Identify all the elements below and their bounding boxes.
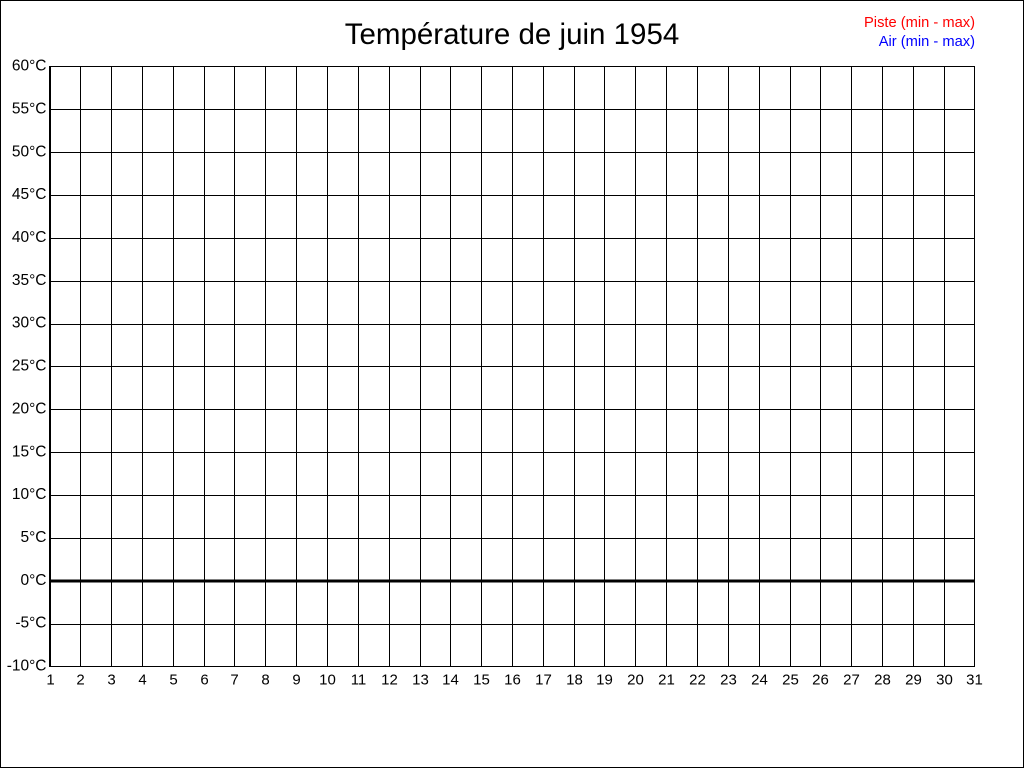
svg-text:25°C: 25°C <box>12 358 47 375</box>
svg-text:7: 7 <box>230 672 238 689</box>
svg-text:0°C: 0°C <box>20 572 46 589</box>
svg-text:55°C: 55°C <box>12 100 47 117</box>
svg-text:1: 1 <box>46 672 54 689</box>
svg-text:20°C: 20°C <box>12 400 47 417</box>
svg-text:16: 16 <box>504 672 521 689</box>
svg-text:12: 12 <box>381 672 398 689</box>
svg-text:8: 8 <box>261 672 269 689</box>
svg-text:15: 15 <box>473 672 490 689</box>
svg-text:5°C: 5°C <box>20 529 46 546</box>
svg-text:60°C: 60°C <box>12 58 47 75</box>
svg-text:11: 11 <box>351 672 367 689</box>
svg-text:18: 18 <box>566 672 583 689</box>
svg-text:20: 20 <box>627 672 644 689</box>
svg-text:50°C: 50°C <box>12 143 47 160</box>
svg-text:10: 10 <box>319 672 336 689</box>
svg-text:2: 2 <box>76 672 84 689</box>
svg-text:6: 6 <box>200 672 208 689</box>
svg-text:4: 4 <box>138 672 146 689</box>
svg-text:9: 9 <box>292 672 300 689</box>
svg-text:15°C: 15°C <box>12 443 47 460</box>
svg-text:23: 23 <box>720 672 737 689</box>
svg-text:19: 19 <box>596 672 613 689</box>
svg-text:3: 3 <box>107 672 115 689</box>
svg-text:28: 28 <box>874 672 891 689</box>
svg-text:40°C: 40°C <box>12 229 47 246</box>
svg-text:22: 22 <box>689 672 706 689</box>
svg-text:25: 25 <box>782 672 799 689</box>
svg-text:10°C: 10°C <box>12 486 47 503</box>
svg-text:30: 30 <box>936 672 953 689</box>
svg-text:24: 24 <box>751 672 768 689</box>
svg-text:45°C: 45°C <box>12 186 47 203</box>
svg-text:27: 27 <box>843 672 860 689</box>
svg-text:5: 5 <box>169 672 177 689</box>
svg-text:17: 17 <box>535 672 552 689</box>
svg-text:26: 26 <box>812 672 829 689</box>
svg-text:13: 13 <box>412 672 429 689</box>
svg-text:35°C: 35°C <box>12 272 47 289</box>
svg-text:-5°C: -5°C <box>15 615 46 632</box>
svg-text:-10°C: -10°C <box>7 658 47 675</box>
svg-text:29: 29 <box>905 672 922 689</box>
svg-text:21: 21 <box>658 672 675 689</box>
svg-text:14: 14 <box>442 672 459 689</box>
svg-text:31: 31 <box>966 672 983 689</box>
svg-text:30°C: 30°C <box>12 315 47 332</box>
